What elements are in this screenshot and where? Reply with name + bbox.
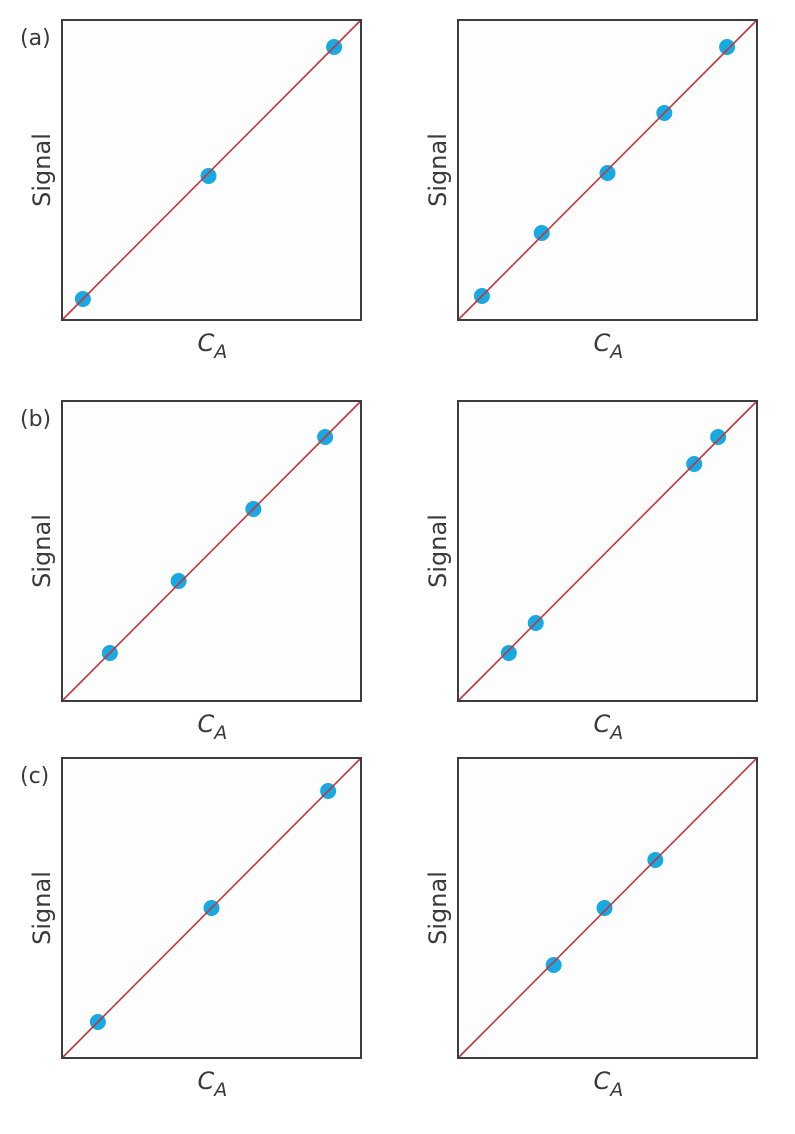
y-axis-label: Signal (424, 514, 452, 588)
fit-line (61, 400, 362, 702)
data-point (200, 168, 217, 184)
panel-label: (a) (20, 26, 51, 51)
data-point (500, 645, 517, 661)
chart-panel-2: Signal CA (b) (20, 400, 362, 744)
chart-panel-1: Signal CA (424, 19, 758, 363)
y-axis-label: Signal (28, 514, 56, 588)
plot-frame (457, 757, 758, 1059)
fit-line (61, 19, 362, 321)
data-point (533, 225, 550, 241)
x-axis-label: CA (198, 1067, 228, 1101)
y-axis-label: Signal (424, 871, 452, 945)
y-axis-label: Signal (28, 871, 56, 945)
fit-line (457, 400, 758, 702)
data-point (170, 573, 187, 589)
fit-line (61, 757, 362, 1059)
data-point (599, 165, 616, 181)
chart-panel-4: Signal CA (c) (20, 757, 362, 1101)
fit-line (457, 757, 758, 1059)
panel-label: (b) (20, 407, 51, 432)
y-axis-label: Signal (424, 133, 452, 207)
x-axis-label: CA (594, 1067, 624, 1101)
plot-frame (61, 19, 362, 321)
fit-line (457, 19, 758, 321)
data-point (545, 957, 562, 973)
chart-panel-5: Signal CA (424, 757, 758, 1101)
chart-panel-3: Signal CA (424, 400, 758, 744)
plot-frame (61, 400, 362, 702)
data-point (719, 39, 736, 55)
x-axis-label: CA (594, 710, 624, 744)
data-point (710, 429, 727, 445)
x-axis-label: CA (198, 329, 228, 363)
panel-label: (c) (20, 764, 49, 789)
x-axis-label: CA (594, 329, 624, 363)
plot-frame (61, 757, 362, 1059)
plot-frame (457, 400, 758, 702)
y-axis-label: Signal (28, 133, 56, 207)
plot-frame (457, 19, 758, 321)
x-axis-label: CA (198, 710, 228, 744)
chart-panel-0: Signal CA (a) (20, 19, 362, 363)
data-point (596, 900, 613, 916)
